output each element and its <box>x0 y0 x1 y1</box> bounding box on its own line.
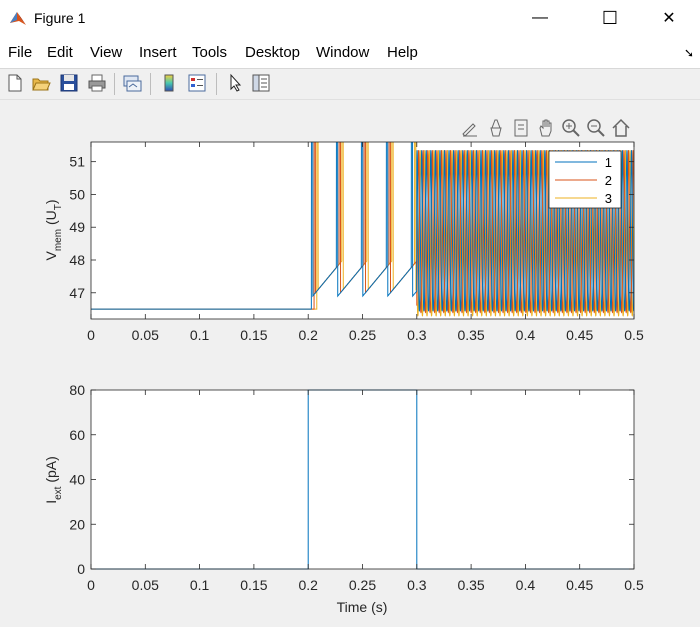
title-bar: Figure 1 — ☐ ✕ <box>0 0 700 36</box>
link-plot-icon[interactable] <box>121 72 143 94</box>
menu-insert[interactable]: Insert <box>139 44 177 61</box>
x-tick-label: 0.15 <box>240 577 267 593</box>
legend-label-1: 1 <box>605 155 612 170</box>
x-tick-label: 0.1 <box>190 327 210 343</box>
menu-file[interactable]: File <box>8 44 33 61</box>
y-tick-label: 47 <box>69 285 85 301</box>
zoom-in-icon[interactable] <box>561 118 581 138</box>
x-tick-label: 0.45 <box>566 327 593 343</box>
maximize-icon: ☐ <box>601 7 619 28</box>
figure-canvas: 0 0.05 0.1 0.15 0.2 0.25 0.3 0.35 0.4 0.45 0.5 47 48… <box>0 100 700 627</box>
y-tick-label: 40 <box>69 472 85 488</box>
tick-marks: 0 0.05 0.1 0.15 0.2 0.25 0.3 0.35 0.4 0.45 0.5 47 48… <box>69 142 644 343</box>
x-tick-label: 0.05 <box>132 577 159 593</box>
axes-box <box>90 389 635 570</box>
x-tick-label: 0.35 <box>457 327 484 343</box>
x-tick-label: 0.2 <box>298 327 318 343</box>
toolbar-separator <box>216 73 217 95</box>
legend: 1 2 3 <box>548 150 622 209</box>
legend-label-2: 2 <box>605 173 612 188</box>
x-tick-label: 0.5 <box>624 577 644 593</box>
x-tick-label: 0.4 <box>516 327 536 343</box>
brush-icon[interactable] <box>460 118 480 138</box>
x-tick-label: 0 <box>87 327 95 343</box>
x-tick-label: 0 <box>87 577 95 593</box>
menu-view[interactable]: View <box>90 44 123 61</box>
y-tick-label: 49 <box>69 219 85 235</box>
x-tick-label: 0.15 <box>240 327 267 343</box>
window-title: Figure 1 <box>34 10 86 26</box>
data-tips-icon[interactable] <box>486 118 506 138</box>
print-icon[interactable] <box>86 72 108 94</box>
x-tick-label: 0.05 <box>132 327 159 343</box>
menu-help[interactable]: Help <box>387 44 418 61</box>
datatip-cursor-icon[interactable] <box>511 118 531 138</box>
menu-edit[interactable]: Edit <box>47 44 73 61</box>
axes-background <box>91 390 634 569</box>
x-tick-label: 0.4 <box>516 577 536 593</box>
menu-window[interactable]: Window <box>316 44 370 61</box>
minimize-button[interactable]: — <box>517 0 563 36</box>
toolbar-separator <box>150 73 151 95</box>
minimize-icon: — <box>532 9 548 26</box>
y-tick-label: 80 <box>69 382 85 398</box>
close-icon: ✕ <box>662 10 676 27</box>
zoom-out-icon[interactable] <box>586 118 606 138</box>
x-tick-label: 0.35 <box>457 577 484 593</box>
x-tick-label: 0.25 <box>349 577 376 593</box>
pan-icon[interactable] <box>536 118 556 138</box>
y-tick-label: 0 <box>77 561 85 577</box>
menu-tools[interactable]: Tools <box>192 44 228 61</box>
x-tick-label: 0.25 <box>349 327 376 343</box>
x-tick-label: 0.5 <box>624 327 644 343</box>
x-tick-label: 0.45 <box>566 577 593 593</box>
close-button[interactable]: ✕ <box>646 0 692 36</box>
menu-bar: File Edit View Insert Tools Desktop Wind… <box>0 36 700 69</box>
colorbar-icon[interactable] <box>158 72 180 94</box>
toolbar-separator <box>114 73 115 95</box>
plot-lines <box>91 142 634 317</box>
x-tick-label: 0.3 <box>407 577 427 593</box>
series-line-1 <box>91 142 634 312</box>
x-tick-label: 0.3 <box>407 327 427 343</box>
dock-arrow-icon[interactable]: ➘ <box>683 46 694 60</box>
y-axis-label: Vmem (UT) <box>43 199 64 260</box>
tick-marks: 0 0.05 0.1 0.15 0.2 0.25 0.3 0.35 0.4 0.45 0.5 0 20 4… <box>69 382 644 593</box>
matlab-logo-icon <box>10 12 26 25</box>
axes-box <box>90 141 635 320</box>
x-axis-label: Time (s) <box>337 599 388 615</box>
property-inspector-icon[interactable] <box>250 72 272 94</box>
x-tick-label: 0.2 <box>298 577 318 593</box>
legend-icon[interactable] <box>186 72 208 94</box>
new-figure-icon[interactable] <box>4 72 26 94</box>
axes-membrane-voltage: 0 0.05 0.1 0.15 0.2 0.25 0.3 0.35 0.4 0.45 0.5 47 48… <box>43 141 644 343</box>
y-tick-label: 50 <box>69 186 85 202</box>
y-tick-label: 48 <box>69 252 85 268</box>
save-icon[interactable] <box>58 72 80 94</box>
y-axis-label: Iext (pA) <box>43 456 64 504</box>
open-file-icon[interactable] <box>30 72 52 94</box>
pointer-icon[interactable] <box>224 72 246 94</box>
maximize-button[interactable]: ☐ <box>587 0 633 36</box>
figure-toolbar <box>0 69 700 100</box>
legend-label-3: 3 <box>605 191 612 206</box>
figure-plots: 0 0.05 0.1 0.15 0.2 0.25 0.3 0.35 0.4 0.45 0.5 47 48… <box>43 141 644 615</box>
x-tick-label: 0.1 <box>190 577 210 593</box>
axes-external-current: 0 0.05 0.1 0.15 0.2 0.25 0.3 0.35 0.4 0.45 0.5 0 20 4… <box>43 382 644 615</box>
y-tick-label: 60 <box>69 427 85 443</box>
menu-desktop[interactable]: Desktop <box>245 44 301 61</box>
y-tick-label: 51 <box>69 154 85 170</box>
home-icon[interactable] <box>611 118 631 138</box>
y-tick-label: 20 <box>69 516 85 532</box>
